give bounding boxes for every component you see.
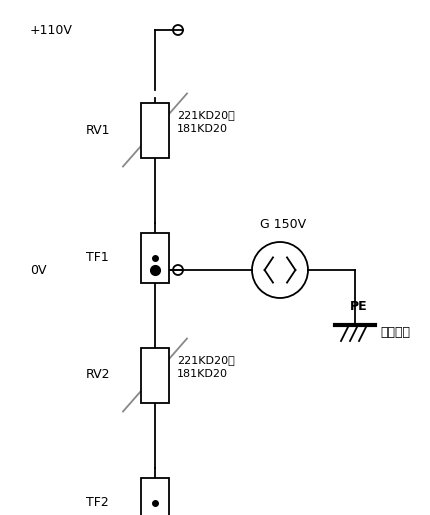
Text: TF2: TF2 [86, 496, 108, 509]
Bar [141, 102, 169, 158]
Text: +110V: +110V [30, 24, 73, 37]
Text: RV1: RV1 [86, 124, 110, 136]
Text: 0V: 0V [30, 264, 46, 277]
Bar [141, 348, 169, 403]
Text: 221KD20～
181KD20: 221KD20～ 181KD20 [177, 355, 234, 380]
Text: RV2: RV2 [86, 369, 110, 382]
Text: TF1: TF1 [86, 251, 108, 264]
Bar [141, 477, 169, 515]
Text: 221KD20～
181KD20: 221KD20～ 181KD20 [177, 110, 234, 134]
Text: G 150V: G 150V [259, 217, 305, 231]
Text: 保护接地: 保护接地 [379, 327, 409, 339]
Bar [141, 232, 169, 283]
Text: PE: PE [349, 300, 367, 313]
